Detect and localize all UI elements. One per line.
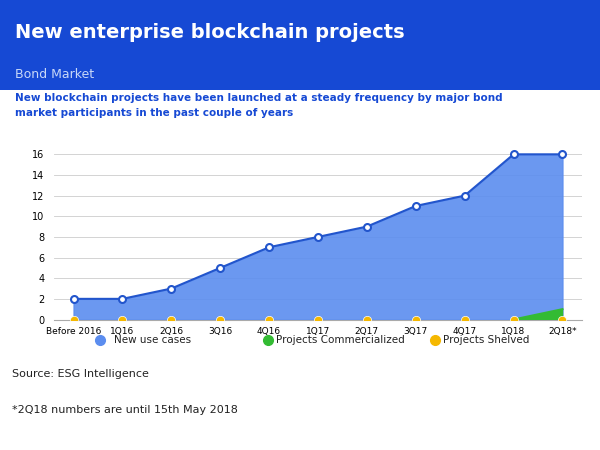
Text: Bond Market: Bond Market xyxy=(15,68,94,81)
Text: New enterprise blockchain projects: New enterprise blockchain projects xyxy=(15,22,404,41)
Text: Projects Shelved: Projects Shelved xyxy=(443,335,529,345)
Text: *2Q18 numbers are until 15th May 2018: *2Q18 numbers are until 15th May 2018 xyxy=(12,405,238,415)
Text: New blockchain projects have been launched at a steady frequency by major bond
m: New blockchain projects have been launch… xyxy=(15,93,503,117)
Text: Projects Commercialized: Projects Commercialized xyxy=(276,335,404,345)
Text: New use cases: New use cases xyxy=(114,335,191,345)
Text: Source: ESG Intelligence: Source: ESG Intelligence xyxy=(12,369,149,379)
Polygon shape xyxy=(514,309,562,320)
